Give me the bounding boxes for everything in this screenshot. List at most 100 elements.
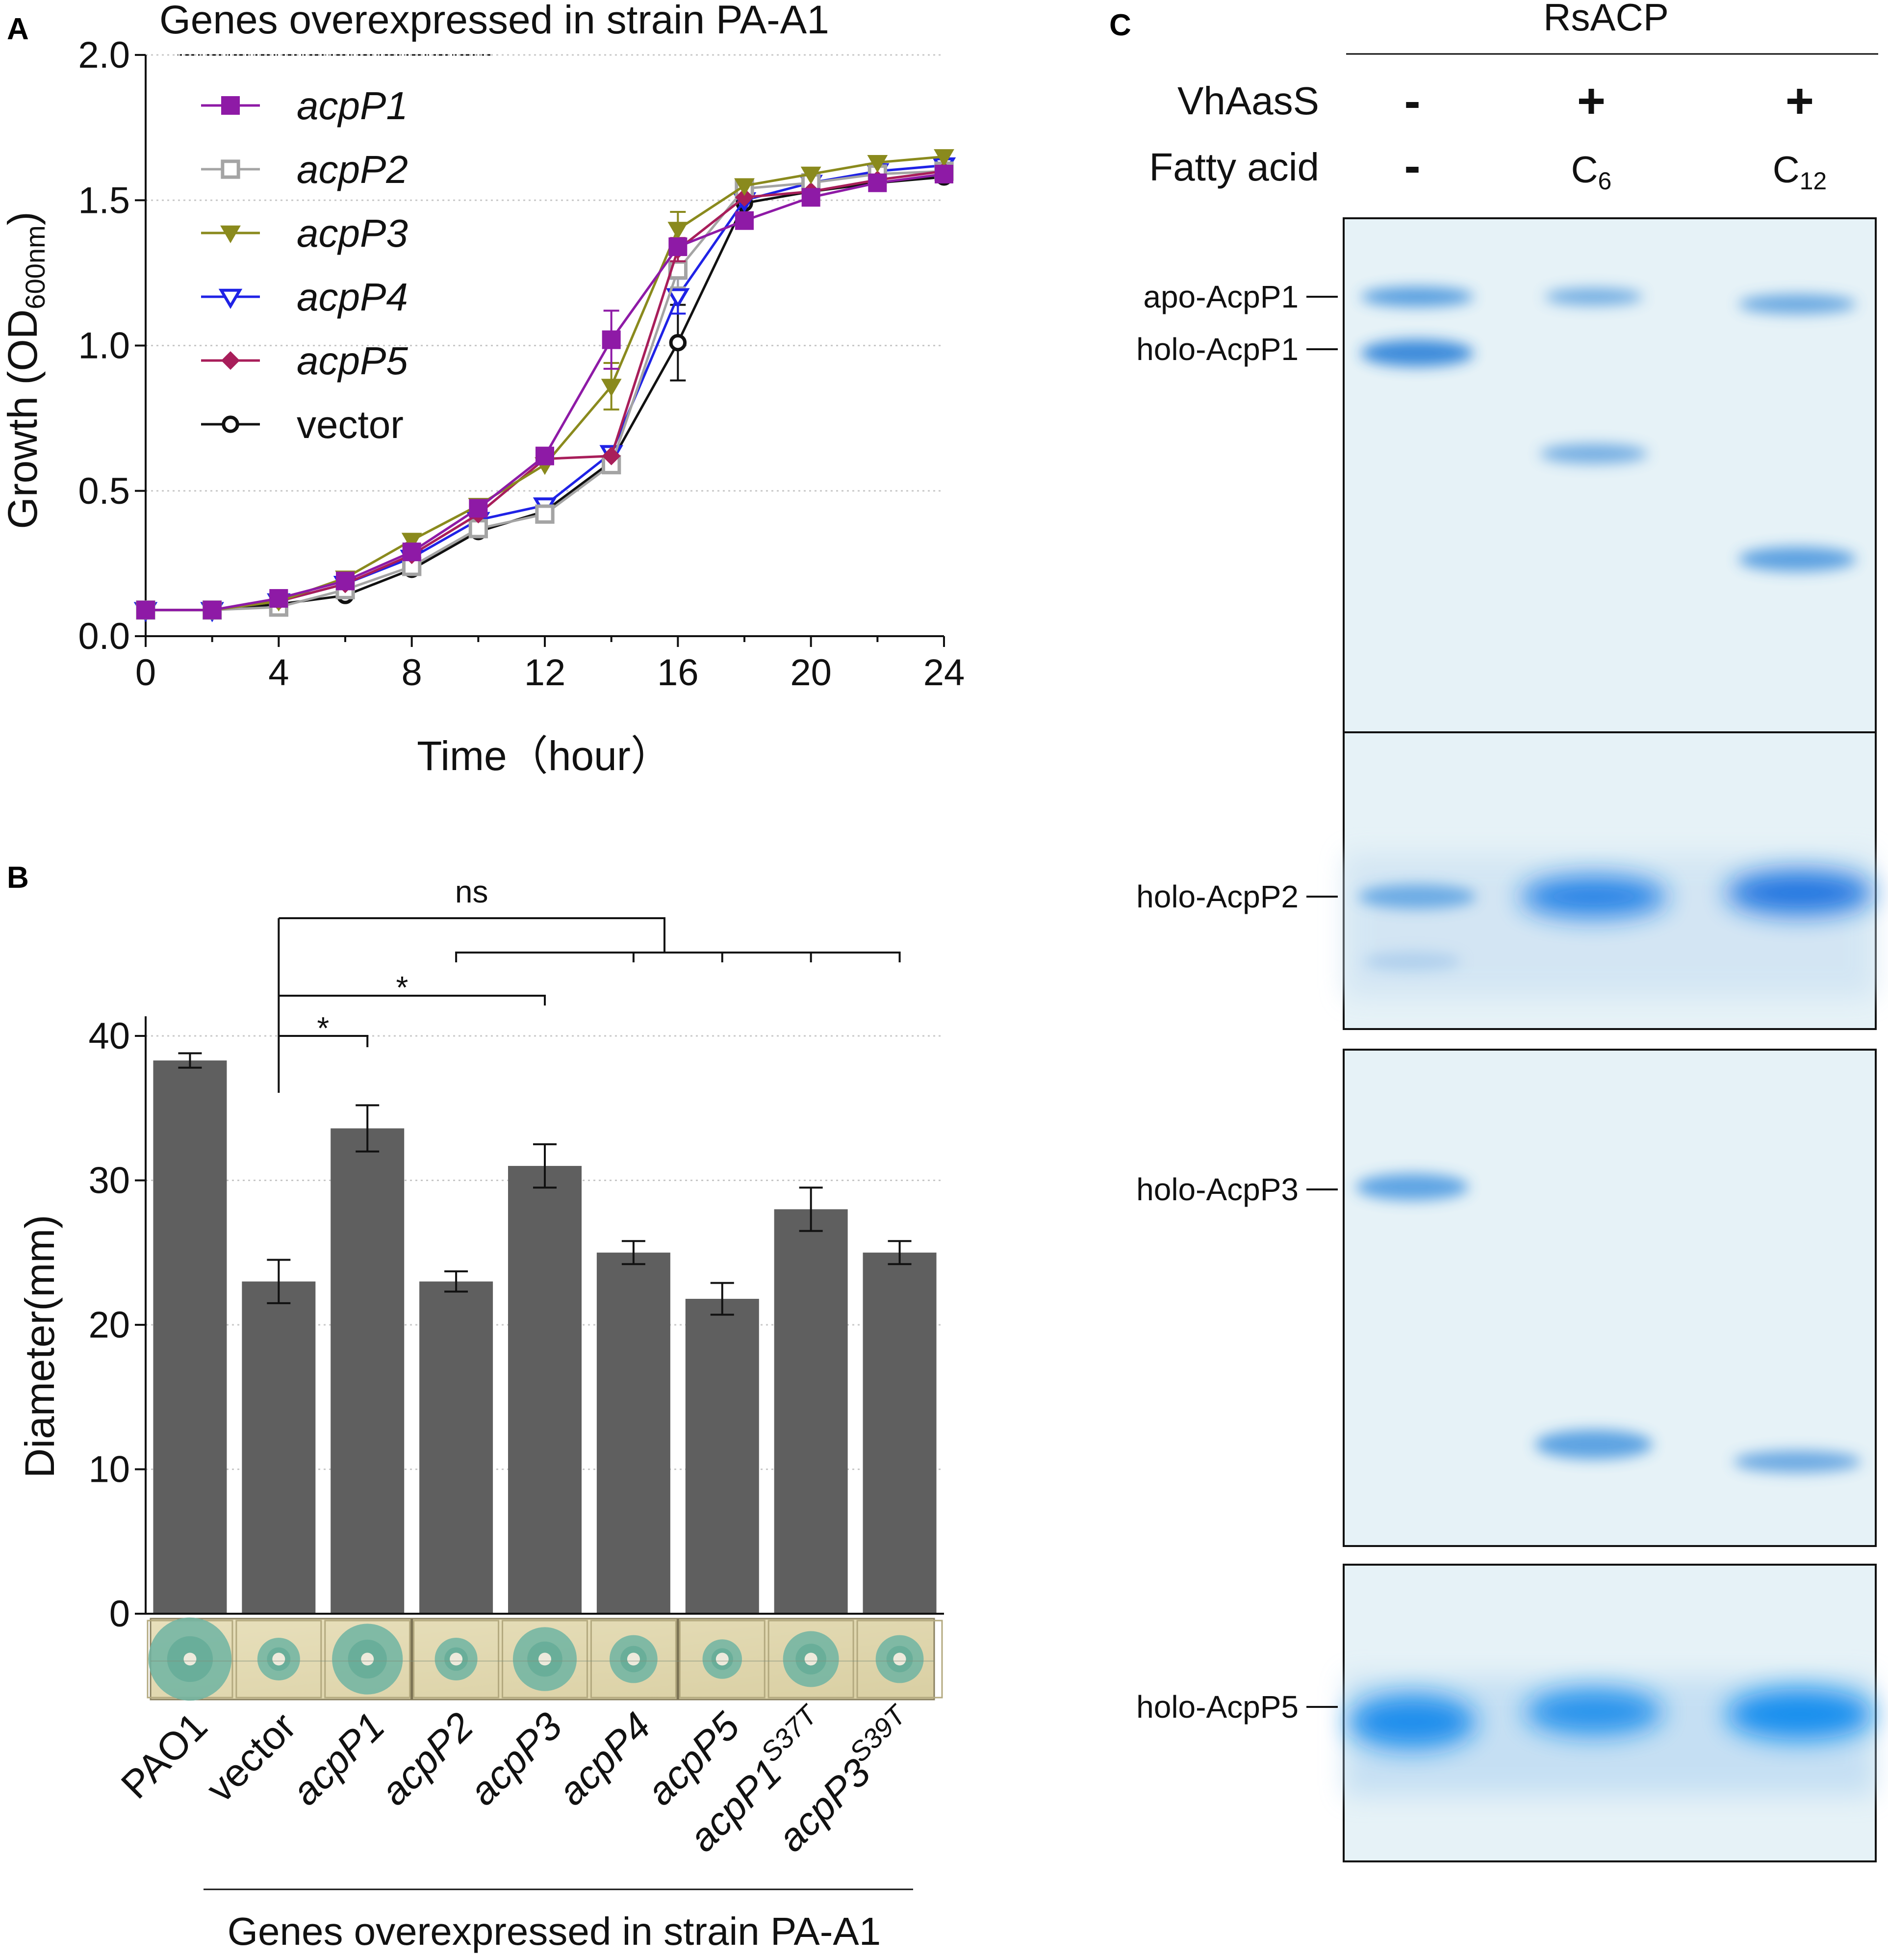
x-tick-label: 16	[657, 652, 699, 694]
series-acpP3	[135, 149, 954, 620]
lane-1: --	[1404, 74, 1420, 193]
series-acpP1	[136, 164, 953, 619]
data-point	[602, 446, 621, 465]
band-label: holo-AcpP5	[1136, 1689, 1299, 1725]
gel-header: RsACP	[1543, 0, 1669, 39]
protein-band	[1349, 1695, 1476, 1749]
y-tick-label: 1.5	[78, 180, 130, 221]
gel-panel: RsACP VhAasS Fatty acid --+C6+C12 apo-Ac…	[1136, 0, 1878, 1862]
vhaass-sign: +	[1577, 74, 1606, 129]
chart-title: Genes overexpressed in strain PA-A1	[159, 0, 829, 42]
bar	[419, 1281, 493, 1614]
fatty-acid-sub: 6	[1598, 167, 1612, 195]
legend-label: acpP3	[297, 211, 408, 255]
plate-images	[147, 1617, 943, 1701]
data-point	[868, 173, 887, 192]
protein-band	[1358, 884, 1476, 909]
data-point	[218, 288, 243, 309]
x-tick-label-main: acpP1	[283, 1704, 393, 1813]
axes	[135, 54, 945, 647]
legend: acpP1 acpP2 acpP3 acpP4 acpP5 vector	[201, 84, 408, 446]
x-tick-label: 0	[135, 652, 156, 694]
data-point	[536, 446, 554, 465]
x-tick-label-main: acpP2	[372, 1704, 482, 1813]
y-tick-labels: 0 10 20 30 40	[88, 1015, 130, 1635]
colony-spot	[361, 1652, 374, 1666]
colony-spot	[804, 1652, 817, 1666]
data-point	[666, 288, 690, 309]
bracket-star-2	[279, 995, 546, 1006]
growth-curve-chart: Genes overexpressed in strain PA-A1 0 4 8 1…	[0, 0, 965, 779]
x-tick-labels: PAO1vectoracpP1acpP2acpP3acpP4acpP5acpP1…	[113, 1698, 913, 1860]
protein-band	[1545, 288, 1643, 306]
series-acpP5	[136, 162, 953, 619]
data-point	[221, 351, 240, 370]
plate-frame	[767, 1620, 854, 1699]
x-tick-label-main: acpP3	[769, 1751, 879, 1860]
x-axis-title: Genes overexpressed in strain PA-A1	[228, 1909, 881, 1953]
vhaass-sign: +	[1786, 74, 1814, 129]
data-point	[221, 159, 240, 179]
legend-label: acpP1	[297, 84, 408, 128]
data-point	[667, 222, 689, 240]
axes	[135, 1016, 944, 1615]
bar	[331, 1128, 405, 1614]
x-tick-label: 4	[268, 652, 289, 694]
x-tick-label: 20	[790, 652, 832, 694]
data-point	[401, 533, 422, 551]
bar	[596, 1252, 670, 1614]
protein-band	[1525, 1688, 1662, 1735]
panel-label-b: B	[7, 861, 29, 895]
x-tick-label: acpP3	[461, 1704, 570, 1813]
protein-band	[1726, 1688, 1873, 1740]
data-series	[133, 149, 956, 622]
data-point	[203, 600, 222, 619]
plate-frame	[235, 1620, 322, 1699]
bars	[153, 1052, 937, 1614]
data-point	[601, 379, 622, 397]
bar	[774, 1209, 848, 1614]
significance-star: *	[317, 1010, 329, 1046]
series-line	[146, 164, 944, 612]
gel-images	[1343, 217, 1877, 1862]
x-tick-label: acpP4	[550, 1704, 659, 1813]
protein-band	[1726, 871, 1873, 915]
colony-spot	[893, 1652, 906, 1666]
data-point	[222, 415, 239, 433]
colony-spot	[272, 1652, 285, 1666]
data-point	[336, 571, 355, 591]
data-point	[269, 589, 288, 608]
x-tick-label: acpP2	[372, 1704, 482, 1813]
data-point	[220, 225, 241, 243]
data-point	[735, 188, 754, 207]
fatty-acid-main: -	[1404, 138, 1420, 193]
y-tick-label: 1.0	[78, 325, 130, 367]
x-tick-label-main: PAO1	[113, 1704, 216, 1807]
y-tick-label: 2.0	[78, 34, 130, 76]
gel-image-3	[1343, 1049, 1877, 1547]
data-point	[221, 96, 240, 115]
colony-spot	[538, 1652, 551, 1666]
data-point	[801, 188, 820, 207]
gel-image-1	[1343, 217, 1877, 747]
protein-band	[1363, 952, 1461, 971]
x-tick-label: 24	[923, 652, 965, 694]
protein-band	[1738, 547, 1856, 571]
y-axis-title: Diameter(mm)	[17, 1215, 63, 1478]
vhaass-sign: -	[1404, 74, 1420, 129]
y-tick-label: 30	[88, 1160, 130, 1202]
series-line	[146, 173, 944, 612]
data-point	[735, 211, 754, 230]
y-tick-label: 10	[88, 1449, 130, 1491]
data-point	[867, 155, 888, 173]
x-tick-label-main: acpP4	[550, 1704, 659, 1813]
legend-item-acpP5: acpP5	[201, 339, 408, 383]
y-tick-labels: 0.0 0.5 1.0 1.5 2.0	[78, 34, 130, 657]
gel-image-2	[1343, 731, 1877, 1030]
bracket-ns-group	[455, 952, 901, 962]
fatty-acid-value: C6	[1571, 149, 1612, 195]
legend-label: acpP5	[297, 339, 408, 383]
colony-spot	[450, 1652, 463, 1666]
